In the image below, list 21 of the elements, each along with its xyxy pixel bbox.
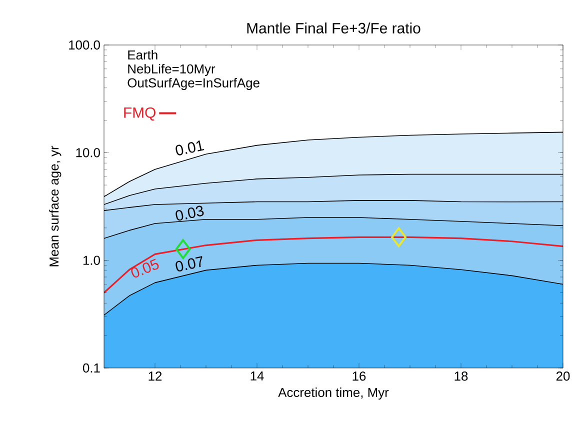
text: 0.01 (176, 140, 204, 156)
legend-label: FMQ (124, 107, 156, 121)
y-tick-label: 10.0 (76, 148, 100, 158)
annotation: Earth (128, 50, 158, 60)
series-label: 0.07 (176, 256, 202, 272)
text: 0.03 (176, 206, 204, 221)
annotation: 0.05 (131, 258, 159, 278)
annotation: NebLife=10Myr (128, 64, 216, 76)
y-tick-label: 0.1 (82, 363, 100, 373)
line-series (104, 236, 563, 294)
x-tick-label: 18 (454, 372, 468, 381)
x-tick-label: 20 (556, 372, 570, 381)
y-tick-label: 100.0 (69, 40, 100, 50)
annotation: OutSurfAge=InSurfAge (128, 78, 260, 90)
y-axis-title: Mean surface age, yr (49, 146, 62, 266)
chart-title: Mantle Final Fe+3/Fe ratio (247, 22, 420, 34)
x-tick-label: 12 (148, 372, 162, 381)
y-tick-label: 1.0 (83, 256, 100, 265)
x-tick-label: 14 (250, 372, 264, 380)
x-axis-title: Accretion time, Myr (278, 388, 389, 400)
x-tick-label: 16 (352, 372, 366, 381)
